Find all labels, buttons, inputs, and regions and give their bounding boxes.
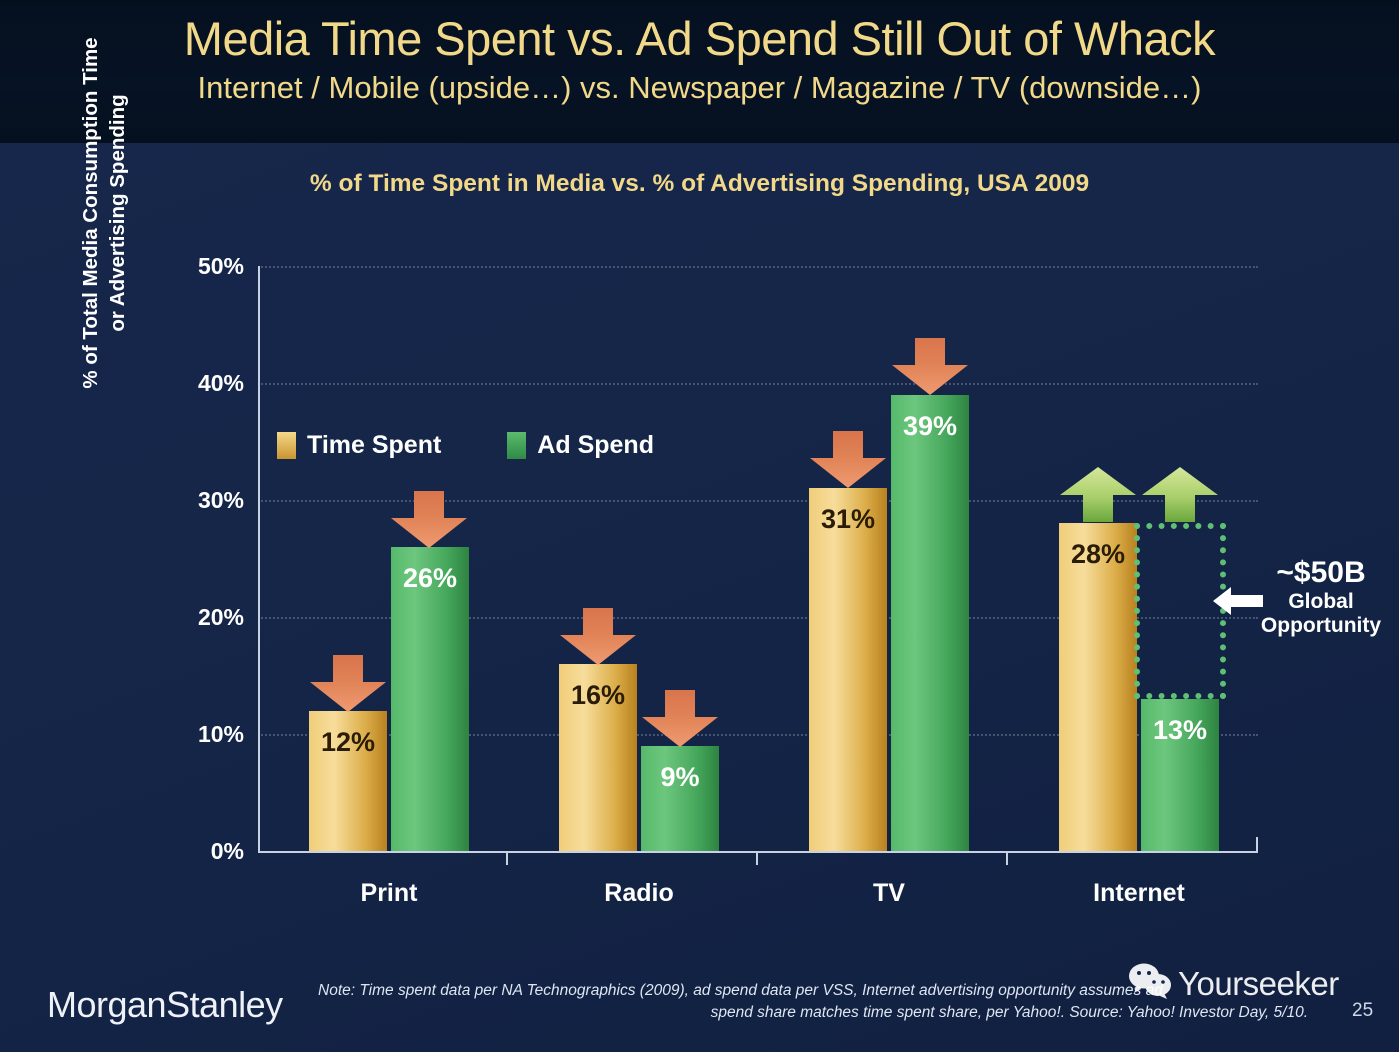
x-axis-label-print: Print [360, 879, 418, 907]
callout-line3: Opportunity [1260, 614, 1382, 638]
brand-first: Morgan [47, 984, 167, 1025]
footnote: Note: Time spent data per NA Technograph… [318, 980, 1328, 1025]
bar-radio-time-spent[interactable]: 16% [559, 664, 637, 851]
bar-print-ad-spend[interactable]: 26% [391, 547, 469, 851]
chart-legend: Time Spent Ad Spend [277, 431, 654, 460]
y-tick-label-0: 0% [210, 838, 244, 864]
gridline-30 [258, 500, 1258, 502]
y-axis-line [258, 266, 260, 853]
down-arrow-icon [810, 431, 886, 488]
bar-value-label: 31% [820, 504, 876, 534]
slide-header: Media Time Spent vs. Ad Spend Still Out … [0, 0, 1399, 143]
plot-area: 50% 40% 30% 20% 10% 0% 12% 26% 16% 9% 31… [198, 253, 1258, 907]
morgan-stanley-logo: MorganStanley [47, 984, 283, 1026]
gridline-20 [258, 617, 1258, 619]
legend-swatch-icon [277, 432, 296, 459]
x-axis-tick-1 [506, 851, 508, 865]
down-arrow-icon [642, 690, 718, 747]
y-tick-label-20: 20% [197, 604, 244, 630]
down-arrow-icon [391, 491, 467, 548]
slide-body: % of Time Spent in Media vs. % of Advert… [0, 37, 1399, 1052]
page-number: 25 [1352, 1000, 1374, 1021]
legend-label: Time Spent [307, 431, 442, 459]
bar-internet-time-spent[interactable]: 28% [1059, 523, 1137, 851]
x-axis-start-cap [258, 837, 260, 853]
opportunity-gap-box [1134, 523, 1226, 699]
bar-radio-ad-spend[interactable]: 9% [641, 746, 719, 851]
up-arrow-icon [1060, 467, 1136, 522]
page-title: Media Time Spent vs. Ad Spend Still Out … [183, 12, 1216, 65]
left-arrow-icon [1213, 586, 1263, 616]
brand-second: Stanley [166, 984, 283, 1025]
page-subtitle: Internet / Mobile (upside…) vs. Newspape… [197, 70, 1202, 106]
bar-tv-time-spent[interactable]: 31% [809, 488, 887, 851]
gridline-50 [258, 266, 1258, 268]
x-axis-end-cap [1256, 837, 1258, 853]
bar-value-label: 12% [320, 727, 376, 757]
legend-swatch-icon [507, 432, 527, 459]
bar-value-label: 39% [902, 411, 958, 441]
gridline-40 [258, 383, 1258, 385]
gridline-10 [258, 734, 1258, 736]
bar-internet-ad-spend[interactable]: 13% [1141, 699, 1219, 851]
y-tick-label-30: 30% [197, 487, 244, 513]
x-axis-label-internet: Internet [1093, 879, 1185, 907]
y-axis-title: % of Total Media Consumption Time or Adv… [78, 0, 131, 473]
bar-value-label: 16% [570, 680, 626, 710]
legend-item-time-spent[interactable]: Time Spent [277, 431, 441, 460]
legend-item-ad-spend[interactable]: Ad Spend [507, 431, 654, 460]
bar-value-label: 9% [660, 762, 700, 792]
y-axis-title-line1: % of Total Media Consumption Time [79, 37, 102, 389]
x-axis-label-radio: Radio [604, 879, 674, 907]
down-arrow-icon [560, 608, 636, 665]
bar-print-time-spent[interactable]: 12% [309, 711, 387, 851]
x-axis-label-tv: TV [873, 879, 905, 907]
bar-value-label: 28% [1070, 539, 1126, 569]
bar-value-label: 26% [402, 563, 458, 593]
up-arrow-icon [1142, 467, 1218, 522]
down-arrow-icon [310, 655, 386, 712]
bar-tv-ad-spend[interactable]: 39% [891, 395, 969, 851]
footnote-line-1: Note: Time spent data per NA Technograph… [318, 982, 1163, 999]
callout-line2: Global [1288, 590, 1354, 614]
footnote-line-2: spend share matches time spent share, pe… [710, 1004, 1308, 1022]
chart-title: % of Time Spent in Media vs. % of Advert… [309, 170, 1090, 197]
y-tick-label-10: 10% [197, 721, 244, 747]
x-axis-tick-3 [1006, 851, 1008, 865]
opportunity-callout: ~$50B Global Opportunity [1246, 556, 1396, 638]
legend-label: Ad Spend [537, 431, 654, 459]
x-axis-line [258, 851, 1258, 853]
y-tick-label-50: 50% [197, 253, 244, 279]
x-axis-tick-2 [756, 851, 758, 865]
callout-amount: ~$50B [1276, 556, 1366, 589]
down-arrow-icon [892, 338, 968, 395]
y-tick-label-40: 40% [197, 370, 244, 396]
y-axis-title-line2: or Advertising Spending [105, 94, 129, 332]
bar-value-label: 13% [1152, 715, 1208, 745]
